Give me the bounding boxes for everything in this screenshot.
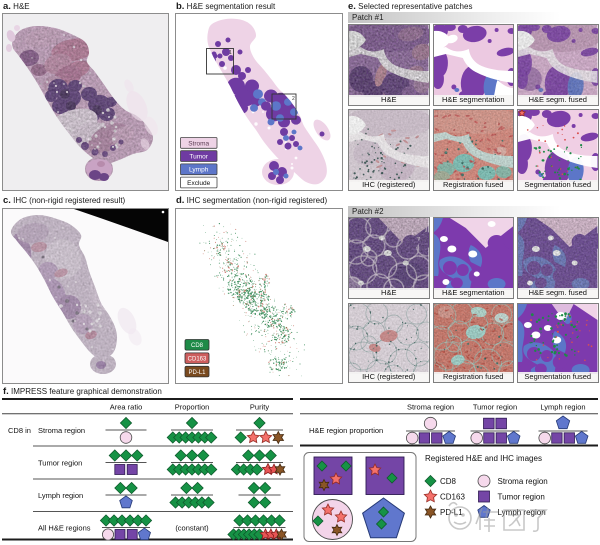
svg-text:CD8: CD8	[191, 343, 204, 349]
svg-text:Stroma region: Stroma region	[38, 426, 85, 435]
svg-text:PD-L1: PD-L1	[440, 508, 463, 517]
svg-text:Tumor: Tumor	[189, 154, 208, 161]
svg-text:Lymph region: Lymph region	[540, 403, 585, 412]
svg-text:Exclude: Exclude	[187, 180, 211, 187]
svg-text:Area ratio: Area ratio	[110, 403, 143, 412]
svg-text:Stroma region: Stroma region	[498, 477, 548, 486]
svg-text:Tumor region: Tumor region	[473, 403, 517, 412]
svg-text:Stroma region: Stroma region	[407, 403, 454, 412]
svg-text:Lymph: Lymph	[189, 167, 209, 174]
svg-text:All H&E regions: All H&E regions	[38, 524, 91, 533]
svg-text:Lymph region: Lymph region	[498, 508, 546, 517]
svg-text:Registered H&E and IHC images: Registered H&E and IHC images	[425, 454, 542, 463]
svg-text:PD-L1: PD-L1	[188, 370, 206, 376]
svg-text:H&E region proportion: H&E region proportion	[309, 426, 383, 435]
svg-text:CD163: CD163	[188, 357, 207, 363]
svg-text:Tumor region: Tumor region	[38, 459, 82, 468]
svg-text:CD8: CD8	[440, 477, 457, 486]
svg-text:Purity: Purity	[250, 403, 269, 412]
svg-text:1: 1	[229, 50, 232, 56]
svg-text:Stroma: Stroma	[188, 140, 209, 147]
svg-text:Tumor region: Tumor region	[498, 492, 545, 501]
svg-text:CD163: CD163	[440, 492, 465, 501]
svg-text:(constant): (constant)	[175, 524, 209, 533]
svg-text:Lymph region: Lymph region	[38, 491, 83, 500]
svg-text:2: 2	[292, 96, 295, 102]
svg-text:CD8 in: CD8 in	[8, 426, 31, 435]
svg-text:Proportion: Proportion	[175, 403, 210, 412]
